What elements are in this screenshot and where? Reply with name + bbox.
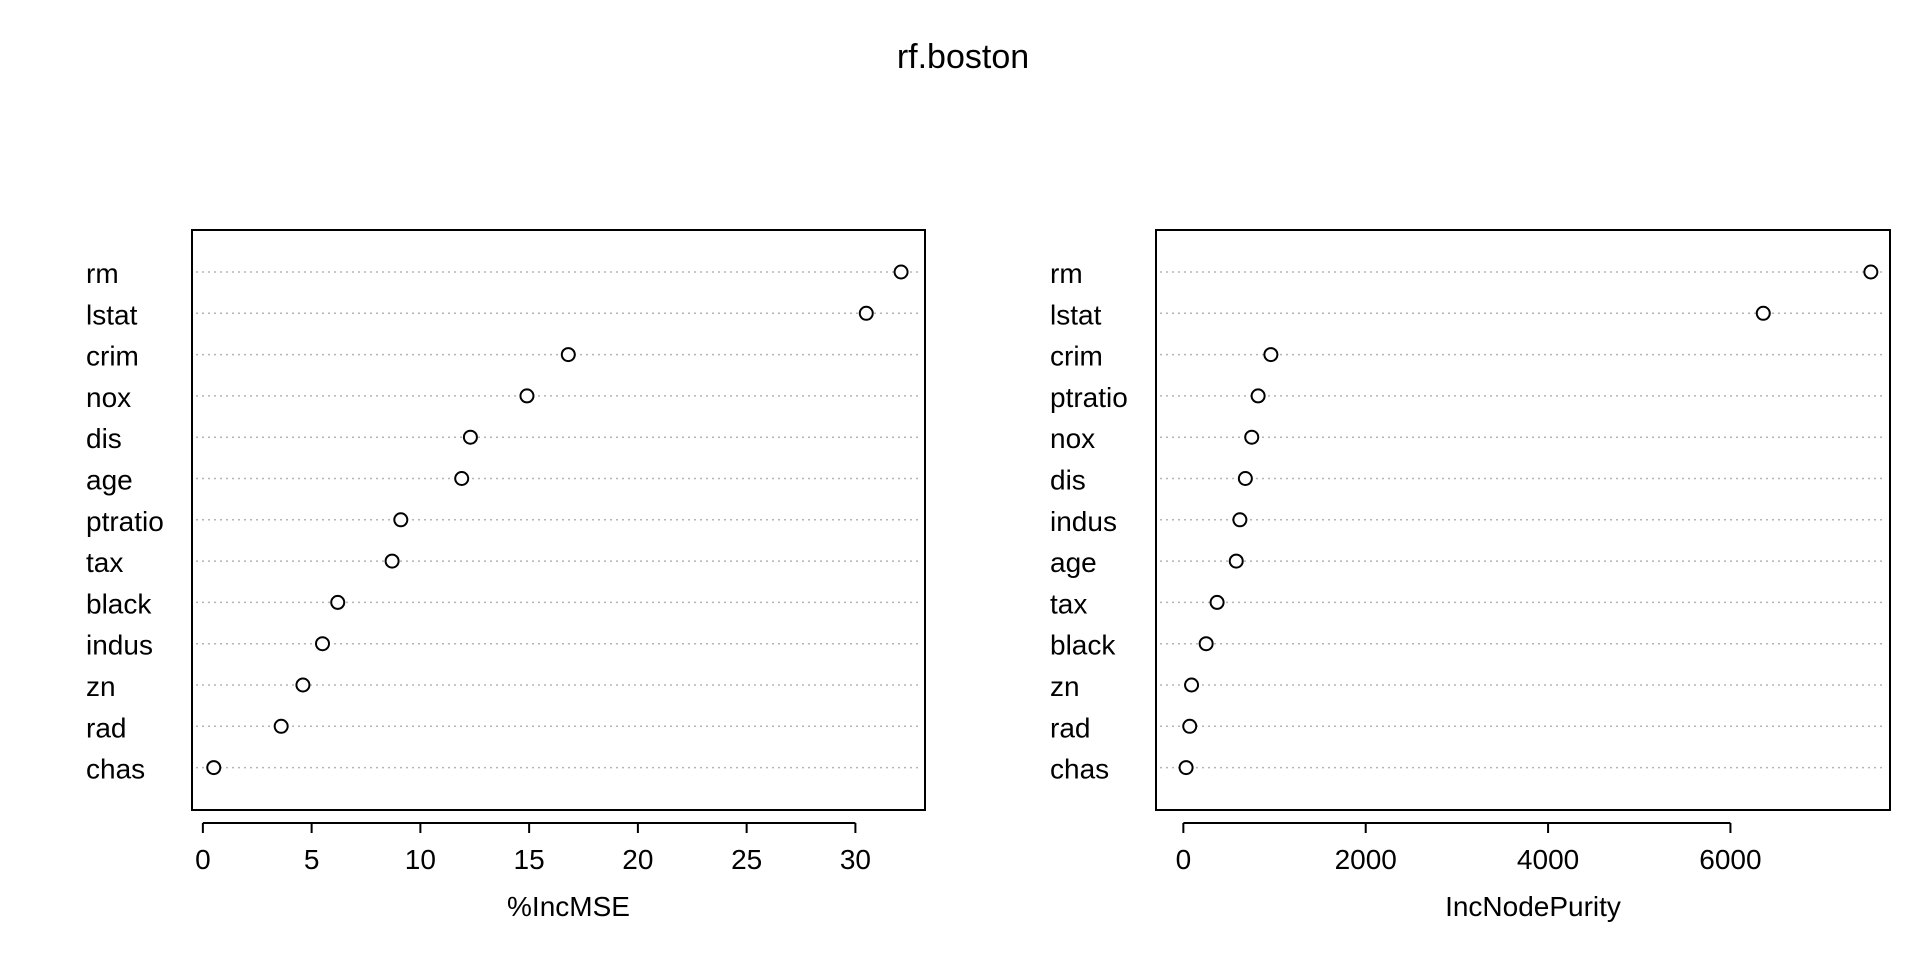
category-label-ptratio: ptratio bbox=[86, 506, 164, 537]
data-point-purity-dis bbox=[1237, 471, 1253, 486]
data-point-purity-zn bbox=[1184, 677, 1200, 693]
data-point-mse-zn bbox=[295, 677, 311, 693]
category-label-tax: tax bbox=[1050, 588, 1087, 619]
x-tick-label: 0 bbox=[1176, 844, 1192, 875]
x-tick-label: 4000 bbox=[1517, 844, 1579, 875]
data-point-purity-indus bbox=[1232, 512, 1248, 528]
category-label-dis: dis bbox=[1050, 465, 1086, 496]
data-point-mse-lstat bbox=[858, 305, 874, 321]
data-point-mse-ptratio bbox=[393, 512, 409, 528]
category-label-ptratio: ptratio bbox=[1050, 382, 1128, 413]
panel-inc-mse: rm lstat crim nox dis age ptratio tax black indus… bbox=[86, 229, 926, 922]
category-label-black: black bbox=[86, 588, 152, 619]
x-tick-label: 15 bbox=[514, 844, 545, 875]
data-point-mse-age bbox=[454, 471, 470, 486]
category-label-indus: indus bbox=[1050, 506, 1117, 537]
panel-inc-node-purity: rm lstat crim ptratio nox dis indus age tax black… bbox=[1050, 229, 1891, 922]
data-point-purity-lstat bbox=[1755, 305, 1771, 321]
data-point-mse-nox bbox=[519, 388, 535, 404]
category-label-tax: tax bbox=[86, 547, 123, 578]
category-label-crim: crim bbox=[1050, 341, 1103, 372]
category-label-crim: crim bbox=[86, 341, 139, 372]
category-label-lstat: lstat bbox=[86, 299, 138, 330]
chart-title: rf.boston bbox=[897, 38, 1029, 76]
data-point-purity-rm bbox=[1863, 264, 1879, 280]
x-tick-label: 20 bbox=[622, 844, 653, 875]
category-label-age: age bbox=[86, 465, 133, 496]
data-point-mse-black bbox=[330, 594, 346, 610]
data-point-mse-crim bbox=[560, 347, 576, 363]
data-point-purity-black bbox=[1198, 636, 1214, 652]
category-label-black: black bbox=[1050, 630, 1116, 661]
data-point-mse-tax bbox=[384, 553, 400, 569]
data-point-purity-crim bbox=[1263, 347, 1279, 363]
x-tick-label: 0 bbox=[195, 844, 211, 875]
data-point-purity-age bbox=[1228, 553, 1244, 569]
data-point-mse-rm bbox=[893, 264, 909, 280]
category-label-zn: zn bbox=[1050, 671, 1080, 702]
data-point-purity-ptratio bbox=[1250, 388, 1266, 404]
data-point-purity-nox bbox=[1244, 429, 1260, 445]
category-label-zn: zn bbox=[86, 671, 116, 702]
category-label-chas: chas bbox=[1050, 754, 1109, 785]
data-point-purity-tax bbox=[1209, 594, 1225, 610]
category-label-rm: rm bbox=[1050, 258, 1083, 289]
data-point-purity-rad bbox=[1182, 718, 1198, 734]
x-axis-label: %IncMSE bbox=[507, 891, 630, 922]
x-tick-label: 2000 bbox=[1335, 844, 1397, 875]
category-label-lstat: lstat bbox=[1050, 299, 1102, 330]
category-label-indus: indus bbox=[86, 630, 153, 661]
category-label-age: age bbox=[1050, 547, 1097, 578]
x-tick-label: 10 bbox=[405, 844, 436, 875]
x-tick-label: 5 bbox=[304, 844, 320, 875]
category-label-nox: nox bbox=[1050, 423, 1095, 454]
data-point-purity-chas bbox=[1178, 760, 1194, 776]
category-label-nox: nox bbox=[86, 382, 131, 413]
x-tick-label: 6000 bbox=[1699, 844, 1761, 875]
plot-frame bbox=[1155, 229, 1891, 811]
data-point-mse-chas bbox=[206, 760, 222, 776]
data-point-mse-indus bbox=[315, 636, 331, 652]
x-axis-label: IncNodePurity bbox=[1445, 891, 1621, 922]
category-label-rm: rm bbox=[86, 258, 119, 289]
x-tick-label: 25 bbox=[731, 844, 762, 875]
data-point-mse-dis bbox=[462, 429, 478, 445]
category-label-rad: rad bbox=[86, 712, 126, 743]
category-label-dis: dis bbox=[86, 423, 122, 454]
x-tick-label: 30 bbox=[840, 844, 871, 875]
data-point-mse-rad bbox=[273, 718, 289, 734]
plot-frame bbox=[191, 229, 926, 811]
category-label-rad: rad bbox=[1050, 712, 1090, 743]
category-label-chas: chas bbox=[86, 754, 145, 785]
